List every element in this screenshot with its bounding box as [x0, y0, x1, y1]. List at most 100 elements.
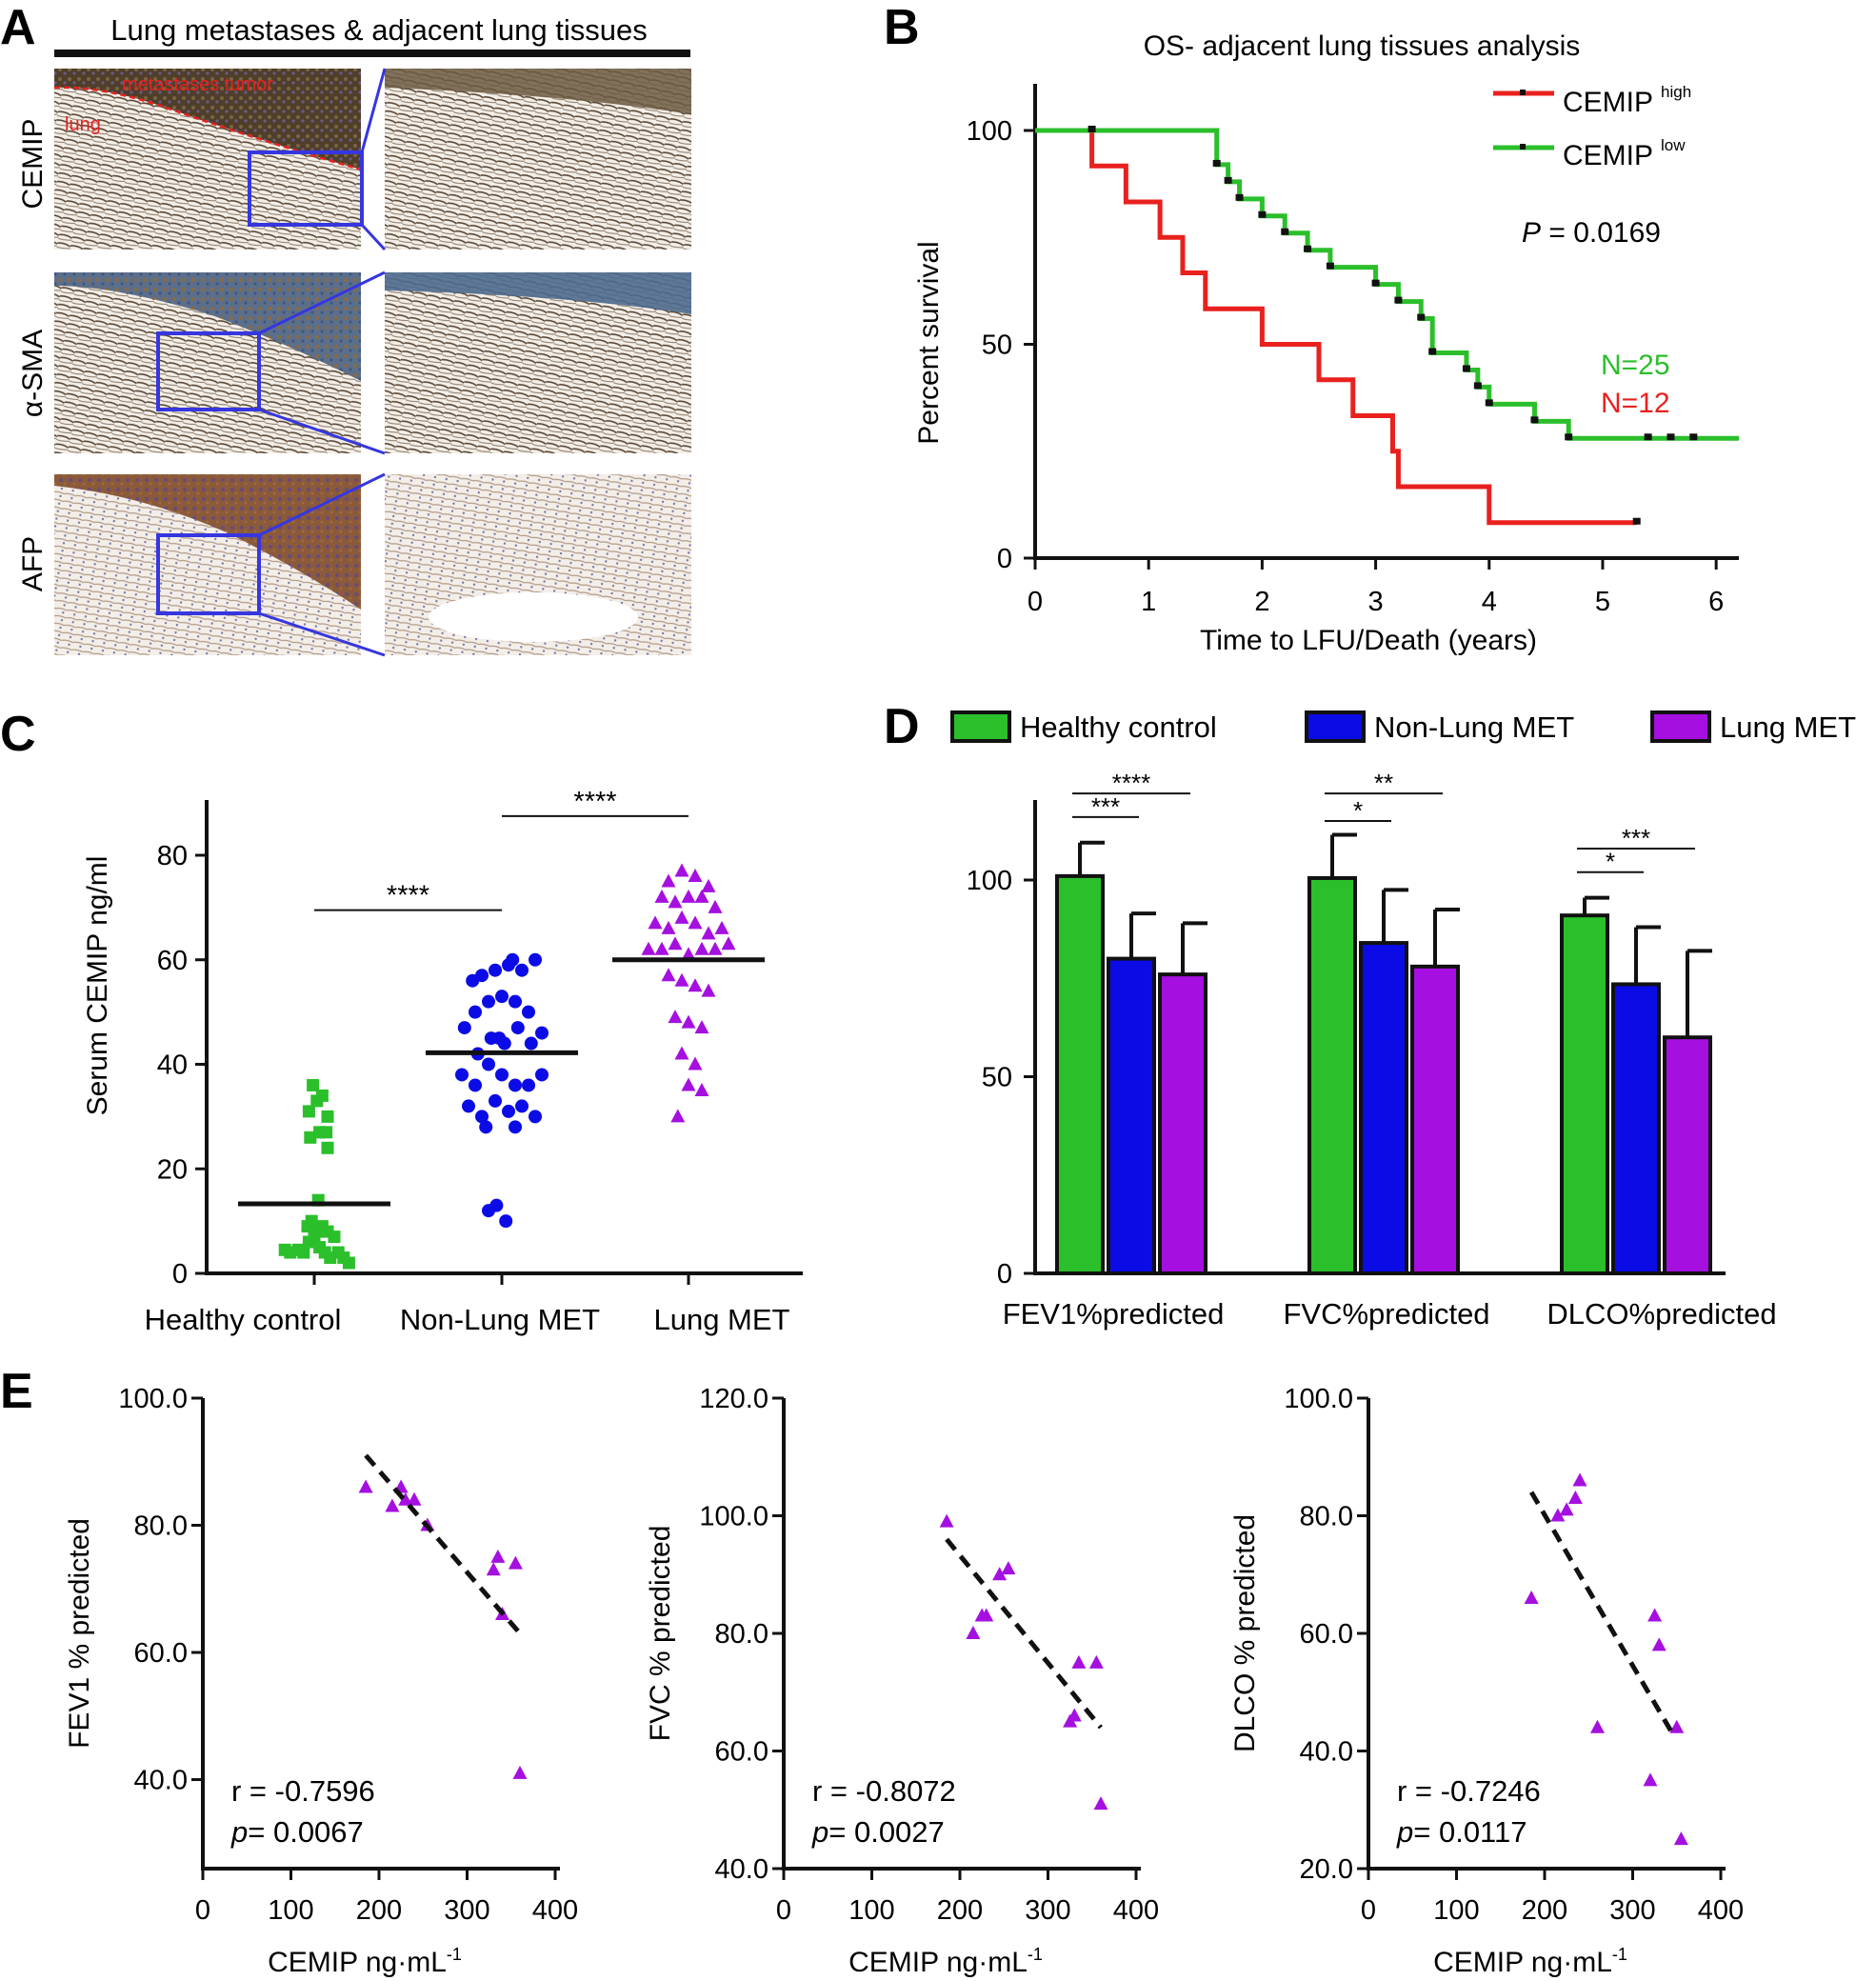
- y-tick-label: 40.0: [134, 1766, 188, 1796]
- x-tick-label: 3: [1368, 587, 1384, 617]
- chart-d-legend: Healthy control Non-Lung MET Lung MET: [950, 710, 1856, 744]
- data-point: [509, 994, 522, 1009]
- x-tick-label: 2: [1254, 587, 1269, 617]
- y-tick-label: 100: [967, 116, 1012, 147]
- data-point: [681, 947, 696, 961]
- y-tick-label: 80: [157, 841, 188, 871]
- data-point: [661, 920, 676, 934]
- pvalue-label: P: [1522, 217, 1541, 249]
- y-tick-label: 0: [997, 1259, 1012, 1290]
- km-line-low: [1035, 128, 1739, 441]
- r-value: r = -0.7596: [231, 1774, 375, 1808]
- y-tick-label: 80.0: [134, 1511, 188, 1542]
- data-point: [515, 963, 529, 977]
- p-value: = 0.0027: [828, 1815, 945, 1849]
- y-axis-label: DLCO % predicted: [1229, 1514, 1261, 1752]
- x-tick-label: 4: [1482, 587, 1497, 617]
- data-point: [482, 1057, 495, 1071]
- data-point: [524, 1036, 538, 1051]
- y-axis-label: FEV1 % predicted: [64, 1518, 95, 1749]
- data-point: [486, 1562, 501, 1576]
- x-tick-label: 400: [1698, 1895, 1744, 1926]
- data-point: [509, 1078, 522, 1092]
- data-point: [668, 1010, 683, 1024]
- x-tick-label: 300: [1609, 1895, 1655, 1926]
- x-category-label: Healthy control: [145, 1303, 342, 1336]
- censor-mark: [1632, 517, 1641, 525]
- panel-letter-a: A: [0, 0, 36, 55]
- row-label-cemip: CEMIP: [17, 118, 49, 209]
- data-point: [674, 1046, 689, 1060]
- y-tick-label: 80.0: [715, 1619, 768, 1650]
- censor-mark: [1530, 416, 1539, 424]
- data-point: [522, 1078, 535, 1092]
- y-tick-label: 100.0: [118, 1384, 188, 1414]
- ihc-asma-zoom: [385, 272, 691, 453]
- bar: [1663, 1035, 1712, 1275]
- data-point: [466, 973, 480, 988]
- data-point: [529, 1110, 542, 1124]
- panel-a: A Lung metastases & adjacent lung tissue…: [0, 0, 691, 657]
- legend-high-name: CEMIP high: [1563, 83, 1691, 118]
- overlay-label-lung: lung: [65, 114, 101, 135]
- x-tick-label: 300: [1025, 1895, 1070, 1926]
- regression-line: [364, 1453, 522, 1635]
- y-tick-label: 40.0: [715, 1854, 768, 1885]
- censor-mark: [1224, 176, 1232, 184]
- data-point: [328, 1231, 341, 1244]
- data-point: [510, 1021, 525, 1035]
- x-category-label: FEV1%predicted: [1003, 1297, 1225, 1331]
- x-tick-label: 5: [1595, 587, 1610, 617]
- data-point: [455, 1068, 469, 1082]
- x-tick-label: 1: [1141, 587, 1156, 617]
- r-value: r = -0.8072: [812, 1774, 956, 1808]
- y-tick-label: 100.0: [1284, 1384, 1353, 1414]
- x-tick-label: 100: [268, 1895, 313, 1926]
- chart-b-legend: CEMIP high CEMIP low: [1493, 83, 1691, 171]
- bar: [1611, 982, 1661, 1275]
- x-tick-label: 400: [1113, 1895, 1159, 1926]
- y-tick-label: 100.0: [699, 1502, 768, 1532]
- data-point: [1071, 1654, 1087, 1669]
- data-point: [668, 894, 683, 909]
- data-point: [495, 990, 509, 1004]
- data-point: [307, 1078, 320, 1091]
- data-point: [681, 1077, 696, 1091]
- y-tick-label: 100: [967, 866, 1012, 896]
- data-point: [714, 920, 729, 934]
- data-point: [701, 878, 716, 892]
- data-point: [654, 889, 669, 903]
- x-axis-label-text: CEMIP ng·mL: [1433, 1947, 1612, 1978]
- ihc-asma-overview: [54, 272, 361, 453]
- censor-mark: [1212, 159, 1221, 167]
- censor-mark: [1304, 245, 1312, 252]
- x-tick-label: 0: [776, 1895, 791, 1926]
- x-category-label: Lung MET: [653, 1303, 789, 1336]
- x-tick-label: 100: [848, 1895, 894, 1926]
- significance-label: ****: [573, 787, 616, 817]
- data-point: [1567, 1490, 1583, 1504]
- censor-mark: [1371, 279, 1380, 287]
- data-point: [1590, 1719, 1605, 1733]
- censor-mark: [1281, 228, 1289, 235]
- y-tick-label: 20: [157, 1154, 188, 1185]
- data-point: [320, 1126, 333, 1139]
- bar: [1410, 964, 1460, 1275]
- censor-mark: [1485, 399, 1493, 407]
- x-axis-label-text: CEMIP ng·mL: [848, 1947, 1028, 1978]
- chart-c-ylabel: Serum CEMIP ng/ml: [82, 856, 113, 1116]
- panel-a-header-bar: [54, 50, 690, 57]
- x-axis-label: CEMIP ng·mL-1: [848, 1945, 1043, 1978]
- legend-swatch-nonlung: [1305, 710, 1366, 743]
- censor-mark: [1394, 296, 1403, 304]
- bar: [1055, 873, 1105, 1275]
- data-point: [979, 1608, 994, 1622]
- zoom-box-asma: [156, 331, 261, 411]
- y-tick-label: 40.0: [1300, 1737, 1353, 1768]
- y-tick-label: 50: [982, 330, 1012, 361]
- data-point: [515, 1099, 529, 1113]
- data-point: [708, 899, 723, 913]
- data-point: [297, 1246, 310, 1259]
- y-tick-label: 80.0: [1300, 1502, 1353, 1532]
- x-tick-label: 400: [532, 1895, 578, 1926]
